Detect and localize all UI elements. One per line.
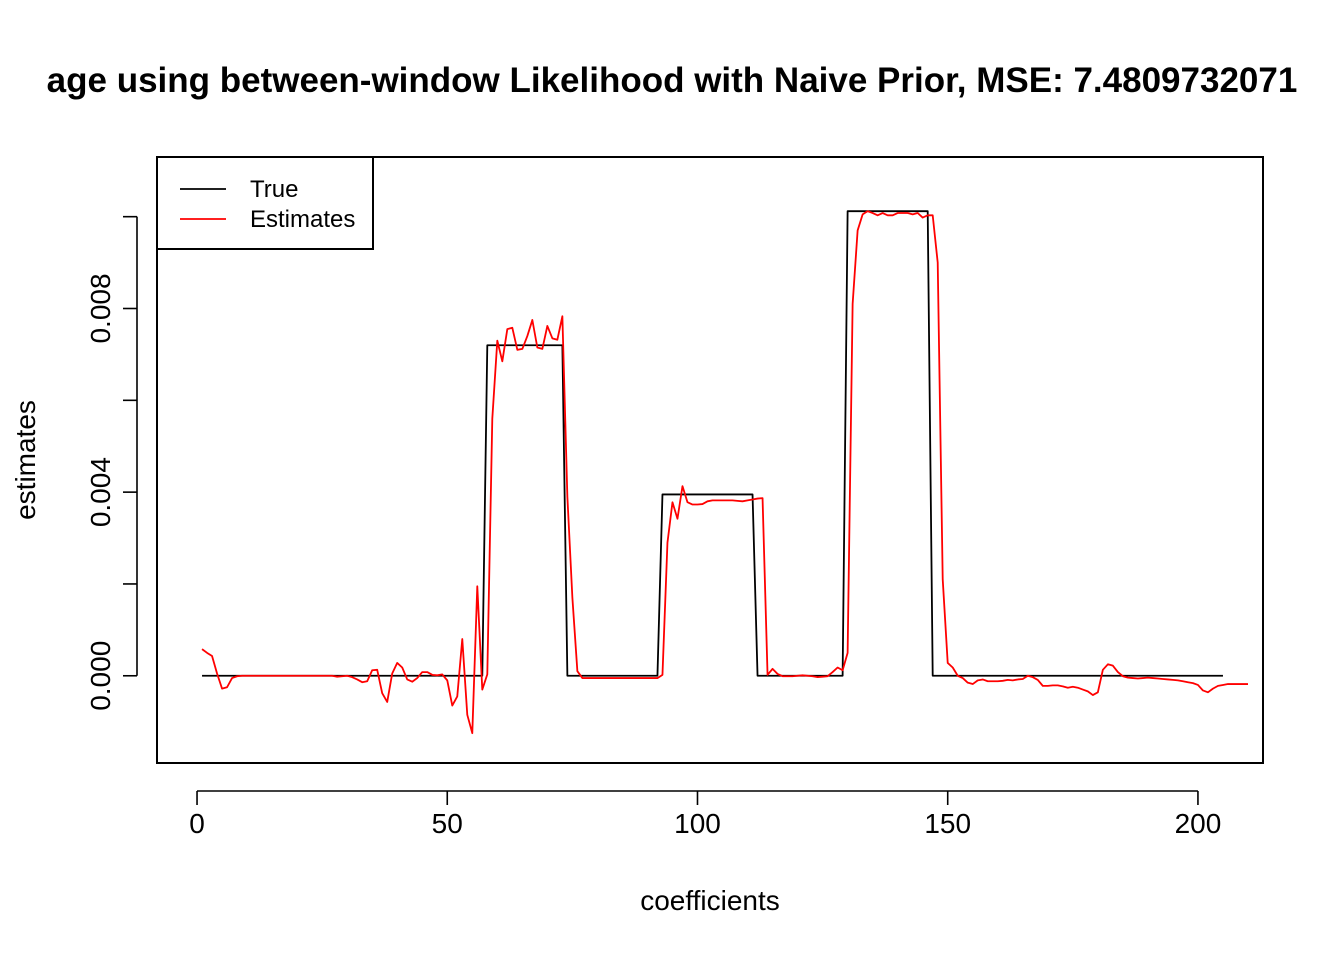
x-tick-label: 150 [924, 808, 971, 839]
y-tick-label: 0.000 [85, 641, 116, 711]
y-tick-label: 0.008 [85, 273, 116, 343]
legend-label-estimates: Estimates [250, 206, 355, 233]
x-tick-label: 100 [674, 808, 721, 839]
x-tick-label: 0 [189, 808, 205, 839]
y-tick-label: 0.004 [85, 457, 116, 527]
x-tick-label: 200 [1175, 808, 1222, 839]
y-axis: 0.000 0.004 0.008 [85, 215, 138, 711]
legend-box [156, 156, 374, 250]
chart-title: age using between-window Likelihood with… [47, 61, 1298, 100]
x-tick-label: 50 [432, 808, 463, 839]
x-axis-title: coefficients [640, 885, 780, 916]
legend-label-true: True [250, 176, 298, 203]
x-axis: 0 50 100 150 200 [189, 790, 1222, 839]
plot-area [201, 210, 1248, 735]
plot-frame [156, 156, 1264, 764]
y-axis-title: estimates [10, 400, 41, 520]
legend: True Estimates [156, 156, 374, 250]
series-line-estimates [201, 210, 1248, 735]
series-line-true [202, 210, 1223, 677]
